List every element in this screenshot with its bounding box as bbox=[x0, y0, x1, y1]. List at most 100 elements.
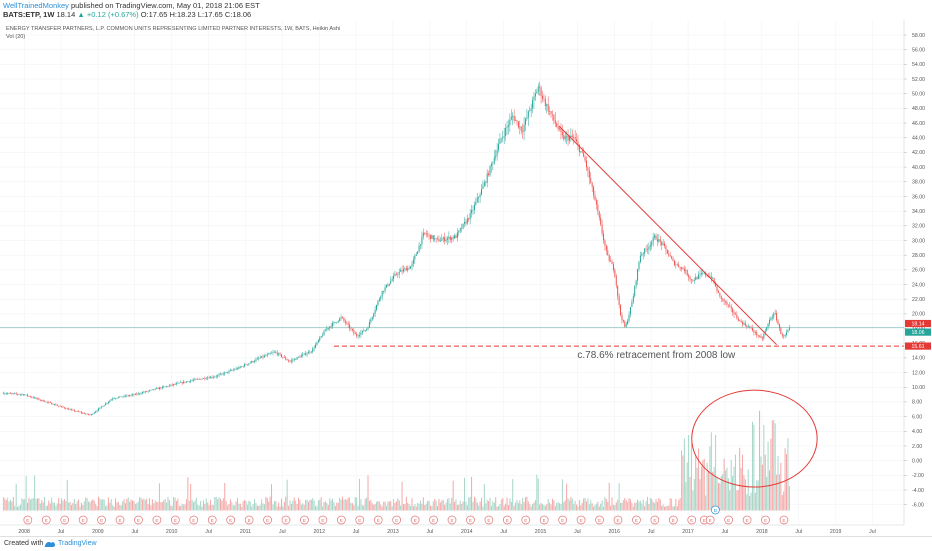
y-tick-label: 50.00 bbox=[912, 92, 925, 98]
volume-bar bbox=[208, 505, 210, 511]
candle-body bbox=[551, 114, 553, 115]
chart-area[interactable]: c.78.6% retracement from 2008 low 58.00 5… bbox=[0, 20, 932, 536]
candle-body bbox=[317, 340, 319, 343]
candle-body bbox=[72, 409, 74, 411]
candle-body bbox=[476, 197, 478, 202]
earnings-marker-label: E bbox=[580, 518, 583, 523]
candle-body bbox=[604, 240, 606, 246]
candle-body bbox=[147, 390, 149, 392]
candle-body bbox=[11, 393, 13, 395]
volume-bar bbox=[271, 484, 273, 511]
candle-body bbox=[361, 330, 363, 333]
candle-body bbox=[519, 126, 521, 128]
candle-body bbox=[698, 274, 700, 279]
volume-bar bbox=[778, 474, 780, 511]
volume-bar bbox=[658, 497, 660, 511]
volume-bar bbox=[603, 506, 605, 511]
volume-bar bbox=[24, 499, 26, 511]
volume-bar bbox=[71, 505, 73, 511]
candle-body bbox=[315, 344, 317, 348]
candle-body bbox=[685, 270, 687, 272]
volume-bar bbox=[315, 505, 317, 511]
volume-bar bbox=[141, 499, 143, 511]
candle-body bbox=[360, 332, 362, 335]
candle-body bbox=[339, 318, 341, 321]
candle-body bbox=[422, 232, 424, 237]
volume-bar bbox=[238, 503, 240, 511]
tradingview-link[interactable]: TradingView bbox=[58, 540, 97, 547]
volume-bar bbox=[739, 447, 741, 511]
earnings-marker-label: E bbox=[377, 518, 380, 523]
candle-body bbox=[442, 237, 444, 240]
volume-bar bbox=[655, 499, 657, 511]
volume-bar bbox=[82, 505, 84, 511]
candle-body bbox=[367, 327, 369, 330]
volume-bar bbox=[7, 497, 9, 511]
volume-bar bbox=[62, 500, 64, 511]
price-chart[interactable]: c.78.6% retracement from 2008 low 58.005… bbox=[0, 20, 932, 536]
volume-bar bbox=[95, 503, 97, 511]
volume-bar bbox=[588, 504, 590, 511]
volume-bar bbox=[163, 500, 165, 511]
volume-bar bbox=[600, 503, 602, 511]
candle-body bbox=[130, 394, 132, 396]
volume-bar bbox=[4, 498, 6, 511]
volume-bar bbox=[171, 505, 173, 511]
volume-bar bbox=[742, 454, 744, 511]
candle-body bbox=[516, 120, 518, 122]
volume-bar bbox=[288, 505, 290, 511]
volume-bar bbox=[498, 505, 500, 511]
volume-bar bbox=[539, 504, 541, 511]
candle-body bbox=[767, 323, 769, 328]
volume-bar bbox=[32, 498, 34, 511]
volume-bar bbox=[578, 500, 580, 511]
volume-bar bbox=[666, 506, 668, 511]
volume-bar bbox=[534, 499, 536, 511]
volume-bar bbox=[282, 506, 284, 511]
candle-body bbox=[383, 290, 385, 292]
volume-bar bbox=[53, 502, 55, 511]
earnings-marker-icon bbox=[705, 515, 715, 525]
x-tick-label: 2011 bbox=[240, 529, 251, 535]
volume-bar bbox=[546, 503, 548, 511]
volume-bar bbox=[469, 497, 471, 511]
volume-bar bbox=[323, 502, 325, 511]
volume-bar bbox=[170, 505, 172, 511]
volume-bar bbox=[770, 438, 772, 511]
volume-bar bbox=[350, 502, 352, 511]
candle-body bbox=[208, 377, 210, 379]
volume-bar bbox=[56, 503, 58, 511]
candle-body bbox=[495, 155, 497, 158]
volume-bar bbox=[344, 499, 346, 511]
volume-bar bbox=[618, 483, 620, 511]
candle-body bbox=[28, 395, 30, 397]
volume-bar bbox=[173, 497, 175, 511]
candle-body bbox=[303, 353, 305, 355]
candle-body bbox=[479, 194, 481, 198]
candle-body bbox=[561, 131, 563, 136]
volume-bar bbox=[69, 502, 71, 511]
volume-bar bbox=[42, 502, 44, 511]
candle-body bbox=[42, 399, 44, 402]
ohlc-values: O:17.65 H:18.23 L:17.65 C:18.06 bbox=[140, 10, 252, 19]
volume-bar bbox=[580, 505, 582, 511]
volume-bar bbox=[262, 503, 264, 511]
candle-body bbox=[38, 398, 40, 400]
y-tick-label: 14.00 bbox=[912, 356, 925, 362]
volume-bar bbox=[515, 502, 517, 511]
candle-body bbox=[163, 386, 165, 388]
volume-bar bbox=[109, 502, 111, 511]
volume-bar bbox=[298, 497, 300, 511]
x-tick-label: 2009 bbox=[92, 529, 104, 535]
volume-bar bbox=[554, 505, 556, 511]
earnings-marker-label: E bbox=[764, 518, 767, 523]
x-tick-label: Jul bbox=[279, 529, 286, 535]
author-link[interactable]: WellTrainedMonkey bbox=[3, 1, 69, 10]
candle-body bbox=[49, 402, 51, 403]
volume-bar bbox=[273, 501, 275, 511]
volume-bar bbox=[747, 469, 749, 511]
candle-body bbox=[554, 120, 556, 124]
x-tick-label: 2010 bbox=[166, 529, 178, 535]
candle-body bbox=[746, 325, 748, 328]
candle-body bbox=[678, 264, 680, 268]
